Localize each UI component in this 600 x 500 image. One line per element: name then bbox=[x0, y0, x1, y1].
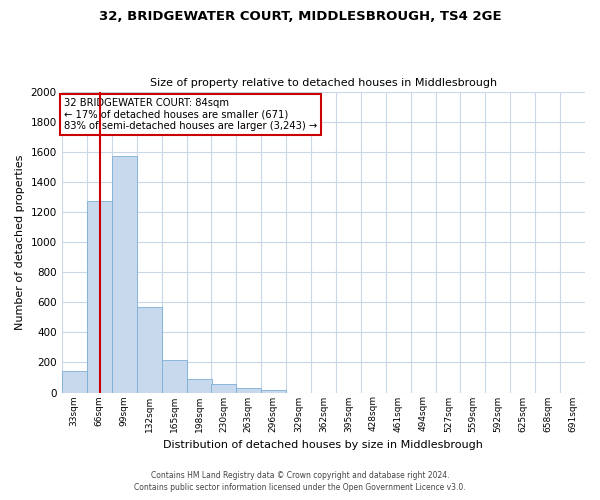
Y-axis label: Number of detached properties: Number of detached properties bbox=[15, 154, 25, 330]
Bar bbox=[261, 390, 286, 392]
Bar bbox=[137, 306, 161, 392]
Bar bbox=[62, 372, 86, 392]
Text: 32 BRIDGEWATER COURT: 84sqm
← 17% of detached houses are smaller (671)
83% of se: 32 BRIDGEWATER COURT: 84sqm ← 17% of det… bbox=[64, 98, 317, 131]
Title: Size of property relative to detached houses in Middlesbrough: Size of property relative to detached ho… bbox=[150, 78, 497, 88]
Bar bbox=[236, 388, 261, 392]
Bar bbox=[187, 379, 212, 392]
Bar bbox=[161, 360, 187, 392]
Bar bbox=[211, 384, 236, 392]
X-axis label: Distribution of detached houses by size in Middlesbrough: Distribution of detached houses by size … bbox=[163, 440, 483, 450]
Text: Contains HM Land Registry data © Crown copyright and database right 2024.
Contai: Contains HM Land Registry data © Crown c… bbox=[134, 471, 466, 492]
Bar bbox=[112, 156, 137, 392]
Bar bbox=[86, 202, 112, 392]
Text: 32, BRIDGEWATER COURT, MIDDLESBROUGH, TS4 2GE: 32, BRIDGEWATER COURT, MIDDLESBROUGH, TS… bbox=[98, 10, 502, 23]
